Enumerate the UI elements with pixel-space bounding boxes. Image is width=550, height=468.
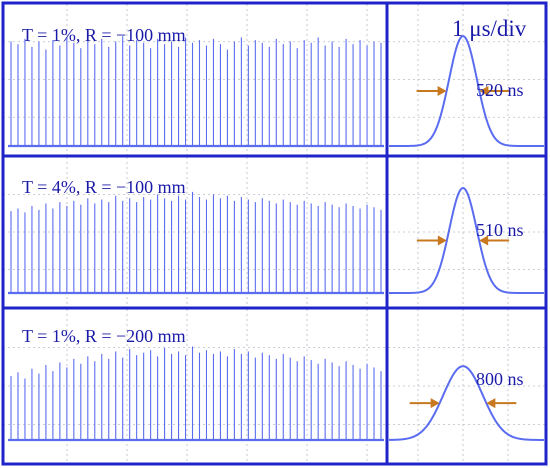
fwhm-arrowhead-left bbox=[437, 86, 447, 97]
fwhm-arrowhead-right bbox=[486, 398, 496, 409]
width-arrows bbox=[409, 86, 517, 409]
pulse-train-traces bbox=[8, 36, 384, 442]
single-pulse-traces bbox=[388, 35, 544, 441]
fwhm-arrowhead-left bbox=[430, 398, 440, 409]
single-pulse-curve bbox=[389, 187, 544, 294]
single-pulse-curve bbox=[389, 35, 544, 147]
timebase-label: 1 μs/div bbox=[452, 16, 527, 41]
panel-label-row1: T = 1%, R = −100 mm bbox=[22, 25, 186, 45]
panel-grids bbox=[3, 4, 546, 463]
panel-label-row3: T = 1%, R = −200 mm bbox=[22, 326, 186, 346]
pulse-width-label-row2: 510 ns bbox=[476, 220, 524, 240]
fwhm-arrowhead-left bbox=[437, 235, 447, 246]
pulse-width-label-row1: 520 ns bbox=[476, 80, 524, 100]
fwhm-arrowhead-right bbox=[479, 235, 489, 246]
panel-label-row2: T = 4%, R = −100 mm bbox=[22, 177, 186, 197]
pulse-width-label-row3: 800 ns bbox=[476, 369, 524, 389]
fwhm-arrowhead-right bbox=[479, 86, 489, 97]
single-pulse-curve bbox=[388, 365, 544, 441]
